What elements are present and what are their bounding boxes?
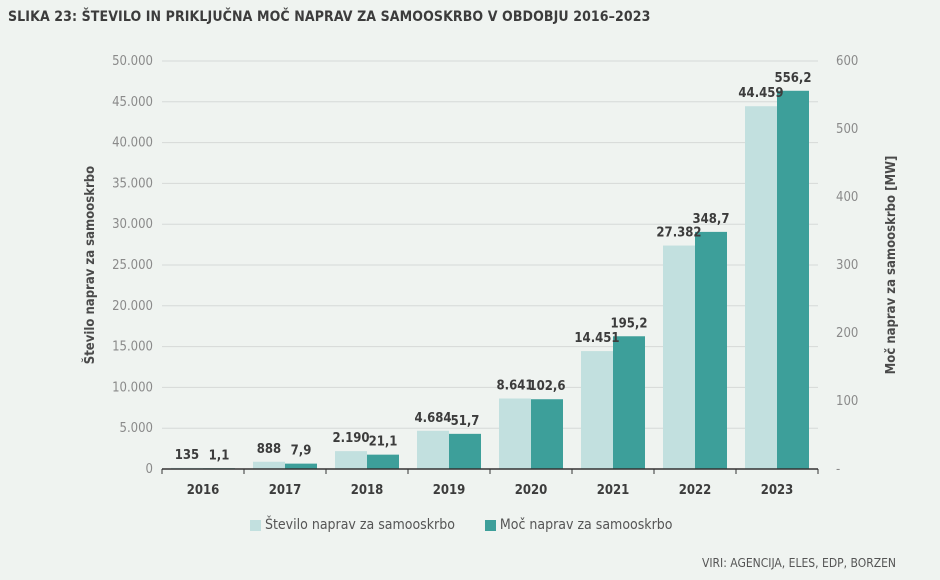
y-tick-right: 100 <box>836 394 858 409</box>
y-tick-right: 200 <box>836 326 858 341</box>
data-label-power: 348,7 <box>693 212 730 227</box>
data-label-power: 102,6 <box>529 379 566 394</box>
y-tick-left: 25.000 <box>112 258 153 273</box>
y-tick-left: 10.000 <box>112 380 153 395</box>
bar-count-2022 <box>663 245 695 469</box>
bar-power-2019 <box>449 433 481 469</box>
y-axis-title-right: Moč naprav za samooskrbo [MW] <box>884 156 899 375</box>
y-tick-left: 5.000 <box>120 421 153 436</box>
y-tick-right: - <box>836 462 840 477</box>
legend-item-power: Moč naprav za samooskrbo <box>484 517 673 533</box>
legend: Število naprav za samooskrbo Moč naprav … <box>250 517 672 533</box>
bar-count-2021 <box>581 351 613 469</box>
data-label-power: 7,9 <box>291 444 312 459</box>
legend-swatch-count <box>250 519 261 531</box>
x-tick-label: 2019 <box>433 483 466 498</box>
bar-power-2018 <box>367 454 399 469</box>
bar-count-2020 <box>499 398 531 469</box>
data-label-power: 1,1 <box>209 448 230 463</box>
data-label-count: 8.641 <box>497 378 534 393</box>
data-label-count: 44.459 <box>738 86 783 101</box>
data-label-power: 195,2 <box>611 316 648 331</box>
x-tick-label: 2016 <box>187 483 220 498</box>
bar-power-2022 <box>695 231 727 469</box>
x-tick-label: 2023 <box>761 483 794 498</box>
legend-item-count: Število naprav za samooskrbo <box>250 517 455 533</box>
data-label-count: 2.190 <box>333 431 370 446</box>
y-tick-left: 20.000 <box>112 299 153 314</box>
x-tick-label: 2022 <box>679 483 712 498</box>
bar-count-2017 <box>253 461 285 469</box>
y-tick-right: 300 <box>836 258 858 273</box>
y-tick-right: 600 <box>836 54 858 69</box>
legend-label-count: Število naprav za samooskrbo <box>265 517 455 533</box>
data-label-count: 27.382 <box>656 226 701 241</box>
bar-power-2017 <box>285 463 317 469</box>
y-tick-left: 30.000 <box>112 217 153 232</box>
bar-power-2020 <box>531 399 563 469</box>
x-tick-label: 2020 <box>515 483 548 498</box>
bar-chart: 0 5.000 10.000 15.000 20.000 25.000 30.000 35.0… <box>82 54 899 498</box>
data-label-power: 51,7 <box>451 414 480 429</box>
data-label-count: 14.451 <box>574 331 619 346</box>
data-label-power: 21,1 <box>369 435 398 450</box>
y-tick-left: 0 <box>146 462 153 477</box>
y-axis-title-left: Število naprav za samooskrbo <box>82 166 98 364</box>
y-tick-left: 15.000 <box>112 340 153 355</box>
y-tick-left: 40.000 <box>112 136 153 151</box>
x-tick-label: 2017 <box>269 483 302 498</box>
y-tick-left: 50.000 <box>112 54 153 69</box>
data-label-count: 888 <box>257 442 281 457</box>
x-tick-label: 2018 <box>351 483 384 498</box>
y-tick-left: 35.000 <box>112 176 153 191</box>
bar-count-2023 <box>745 106 777 469</box>
data-label-power: 556,2 <box>775 71 812 86</box>
bar-count-2019 <box>417 430 449 469</box>
bar-count-2018 <box>335 451 367 469</box>
data-label-count: 4.684 <box>415 411 452 426</box>
x-tick-label: 2021 <box>597 483 630 498</box>
data-label-count: 135 <box>175 448 199 463</box>
source-note: VIRI: AGENCIJA, ELES, EDP, BORZEN <box>701 556 896 570</box>
y-tick-right: 400 <box>836 190 858 205</box>
legend-label-power: Moč naprav za samooskrbo <box>499 517 673 533</box>
legend-swatch-power <box>484 519 496 531</box>
bar-power-2021 <box>613 336 645 469</box>
y-tick-right: 500 <box>836 122 858 137</box>
chart-title: SLIKA 23: ŠTEVILO IN PRIKLJUČNA MOČ NAPR… <box>8 9 651 25</box>
bar-power-2023 <box>777 90 809 469</box>
y-tick-left: 45.000 <box>112 95 153 110</box>
